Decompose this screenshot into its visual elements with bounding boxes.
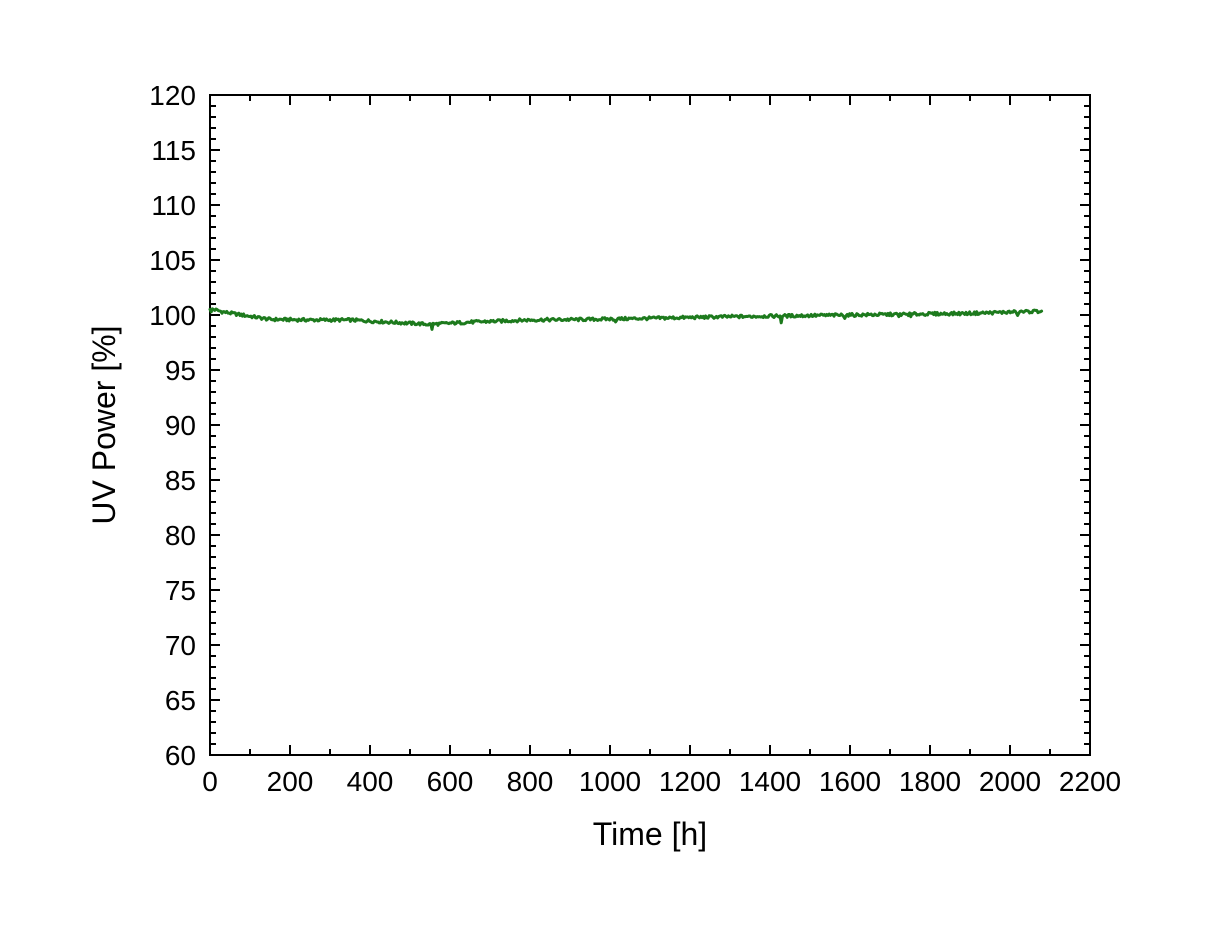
x-tick-label: 1000: [579, 766, 641, 797]
x-tick-label: 800: [507, 766, 554, 797]
y-tick-label: 85: [165, 465, 196, 496]
x-tick-label: 1400: [739, 766, 801, 797]
x-tick-label: 1600: [819, 766, 881, 797]
x-tick-label: 200: [267, 766, 314, 797]
y-tick-label: 75: [165, 575, 196, 606]
x-tick-label: 2200: [1059, 766, 1121, 797]
x-tick-label: 1200: [659, 766, 721, 797]
y-tick-label: 65: [165, 685, 196, 716]
y-tick-label: 70: [165, 630, 196, 661]
y-tick-label: 105: [149, 245, 196, 276]
y-tick-label: 110: [151, 190, 196, 221]
y-tick-label: 115: [151, 135, 196, 166]
line-chart: 0 200 400 600 800 1000 1200 1400 1600 1800 2000 220…: [0, 0, 1216, 930]
chart-container: 0 200 400 600 800 1000 1200 1400 1600 1800 2000 220…: [0, 0, 1216, 930]
x-axis-label: Time [h]: [593, 816, 707, 852]
x-tick-label: 400: [347, 766, 394, 797]
y-tick-label: 80: [165, 520, 196, 551]
x-tick-label: 600: [427, 766, 474, 797]
y-tick-label: 100: [149, 300, 196, 331]
y-axis-label: UV Power [%]: [86, 325, 122, 524]
y-tick-label: 120: [149, 80, 196, 111]
y-tick-label: 95: [165, 355, 196, 386]
x-tick-label: 2000: [979, 766, 1041, 797]
x-tick-label: 0: [202, 766, 218, 797]
x-tick-label: 1800: [899, 766, 961, 797]
y-tick-label: 60: [165, 740, 196, 771]
y-tick-label: 90: [165, 410, 196, 441]
